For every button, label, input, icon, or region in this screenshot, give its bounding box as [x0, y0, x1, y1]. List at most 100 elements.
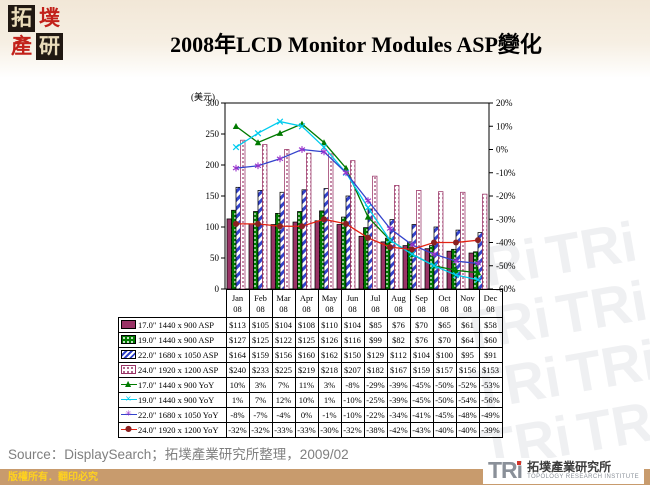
value-cell: -45% [409, 392, 434, 408]
value-cell: -49% [478, 407, 503, 423]
value-cell: $225 [271, 362, 296, 378]
legend-line-icon: ● [121, 424, 137, 434]
value-cell: $150 [340, 347, 365, 363]
value-cell: $58 [478, 317, 503, 333]
value-cell: $85 [363, 317, 388, 333]
tri-logo-name-en: TOPOLOGY RESEARCH INSTITUTE [527, 474, 639, 481]
legend-cell: × 19.0" 1440 x 900 YoY [118, 392, 227, 408]
marker [254, 139, 262, 146]
left-axis-tick-label: 50 [210, 253, 220, 263]
left-axis-tick-label: 0 [215, 284, 220, 292]
plot-svg: 300 250 200 150 100 50 0 20% 10% 0% -10% -20% -30% -4… [206, 98, 516, 292]
right-axis-tick-label: -60% [496, 284, 516, 292]
legend-swatch-icon [121, 365, 136, 374]
logo-char: 產 [11, 34, 32, 58]
value-cell: $70 [409, 317, 434, 333]
series-name: 19.0" 1440 x 900 ASP [138, 335, 214, 345]
value-cell: -38% [363, 422, 388, 438]
right-axis-tick-label: -40% [496, 238, 516, 248]
marker [320, 139, 328, 146]
legend-cell: ● 24.0" 1920 x 1200 YoY [118, 422, 227, 438]
tri-logo-name-zh: 拓墣產業研究所 [527, 459, 612, 474]
logo-char: 墣 [39, 6, 60, 30]
value-cell: $60 [478, 332, 503, 348]
bar [279, 191, 285, 290]
tri-logo-names: 拓墣產業研究所 TOPOLOGY RESEARCH INSTITUTE [527, 459, 639, 481]
value-cell: $104 [409, 347, 434, 363]
value-cell: $182 [363, 362, 388, 378]
marker [343, 220, 349, 227]
bar [323, 188, 329, 290]
legend-cell: 22.0" 1680 x 1050 ASP [118, 347, 227, 363]
value-cell: 3% [317, 377, 342, 393]
line [235, 148, 479, 265]
bar [314, 220, 320, 290]
value-cell: 0% [294, 407, 319, 423]
marker [474, 260, 482, 267]
bar [262, 144, 268, 290]
value-cell: $125 [248, 332, 273, 348]
month-cell: Nov 08 [455, 289, 480, 318]
value-cell: $126 [317, 332, 342, 348]
month-cell: Oct 08 [432, 289, 457, 318]
marker [320, 148, 328, 156]
chart-table: Jan 08 Feb 08 Mar 08 Apr 08 May 08 Jun 08 Jul 08 Aug 08… [118, 289, 503, 438]
value-cell: $164 [225, 347, 250, 363]
value-cell: $76 [409, 332, 434, 348]
right-axis-tick-label: -30% [496, 214, 516, 224]
bar [284, 149, 290, 290]
value-cell: -4% [271, 407, 296, 423]
value-cell: $100 [432, 347, 457, 363]
value-cell: -39% [386, 392, 411, 408]
marker [255, 220, 261, 227]
month-cell: May 08 [317, 289, 342, 318]
watermark-text: TRi [541, 211, 642, 288]
legend-swatch-icon [121, 350, 136, 359]
marker [364, 197, 372, 205]
marker [386, 236, 394, 244]
value-cell: 10% [294, 392, 319, 408]
month-cell: Jun 08 [340, 289, 365, 318]
value-cell: $218 [317, 362, 342, 378]
legend-cell: 17.0" 1440 x 900 ASP [118, 317, 227, 333]
value-cell: -7% [248, 407, 273, 423]
marker [276, 118, 284, 125]
value-cell: 7% [271, 377, 296, 393]
bar [438, 191, 444, 290]
bar [424, 248, 430, 290]
logo-char: 研 [36, 33, 63, 60]
value-cell: $64 [455, 332, 480, 348]
value-cell: -50% [432, 392, 457, 408]
value-cell: $159 [248, 347, 273, 363]
value-cell: -29% [363, 377, 388, 393]
bar [226, 218, 232, 290]
bar [248, 223, 254, 290]
value-cell: 3% [248, 377, 273, 393]
value-cell: -56% [478, 392, 503, 408]
series-name: 22.0" 1680 x 1050 YoY [138, 410, 219, 420]
month-cell: Mar 08 [271, 289, 296, 318]
value-cell: -33% [294, 422, 319, 438]
left-axis-tick-label: 200 [206, 160, 220, 170]
value-cell: -32% [340, 422, 365, 438]
series-name: 19.0" 1440 x 900 YoY [138, 395, 215, 405]
marker [474, 276, 482, 283]
value-cell: $125 [294, 332, 319, 348]
value-cell: -54% [455, 392, 480, 408]
bar [292, 221, 298, 290]
value-cell: 10% [225, 377, 250, 393]
table-row: ✳ 22.0" 1680 x 1050 YoY -8% -7% -4% 0% -1% -10%… [118, 407, 503, 423]
value-cell: $104 [340, 317, 365, 333]
value-cell: -32% [248, 422, 273, 438]
marker [452, 257, 460, 265]
marker [452, 267, 460, 274]
marker [364, 204, 372, 211]
marker [342, 169, 350, 177]
marker [277, 223, 283, 230]
bar [433, 226, 439, 290]
series-name: 24.0" 1920 x 1200 YoY [138, 425, 219, 435]
line [235, 120, 479, 281]
bar [336, 224, 342, 290]
right-axis-tick-label: 10% [496, 121, 513, 131]
bar [446, 250, 452, 290]
